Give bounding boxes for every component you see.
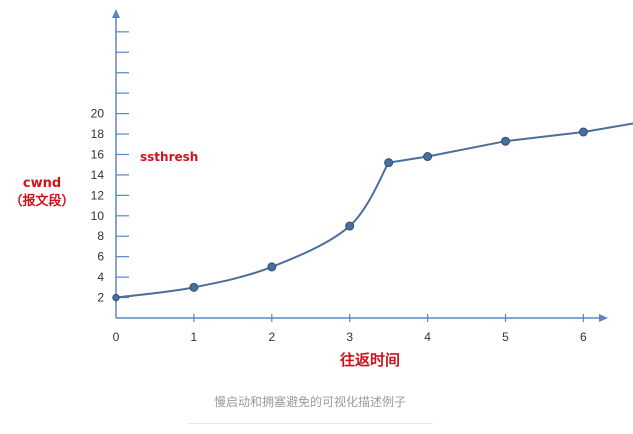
x-axis-label: 往返时间 xyxy=(340,351,400,369)
series-cwnd xyxy=(112,122,633,302)
data-point-4 xyxy=(384,158,394,168)
caption-divider xyxy=(188,423,433,424)
x-axis-arrowhead xyxy=(599,314,608,322)
y-tick-label-18: 18 xyxy=(91,127,105,141)
data-point-6 xyxy=(501,136,510,146)
y-axis-label-line-1: cwnd xyxy=(23,176,61,191)
y-tick-label-20: 20 xyxy=(91,107,105,121)
y-tick-label-12: 12 xyxy=(91,188,105,202)
y-tick-label-6: 6 xyxy=(97,250,104,264)
x-tick-label-1: 1 xyxy=(191,330,198,344)
y-axis-tick-labels: 2 4 6 8 10 12 14 16 18 20 xyxy=(91,107,105,305)
x-tick-label-2: 2 xyxy=(268,330,275,344)
x-axis-tick-labels: 01234567 xyxy=(113,330,587,344)
data-point-5 xyxy=(423,152,433,162)
data-point-7 xyxy=(578,127,588,137)
data-point-3 xyxy=(345,221,355,231)
ssthresh-annotation: ssthresh xyxy=(140,150,198,164)
y-tick-label-8: 8 xyxy=(97,229,104,243)
x-tick-label-3: 3 xyxy=(346,330,353,344)
y-tick-label-10: 10 xyxy=(91,209,105,223)
x-tick-label-5: 5 xyxy=(502,330,509,344)
x-tick-label-0: 0 xyxy=(113,330,120,344)
y-axis-arrowhead xyxy=(112,9,120,18)
y-tick-label-2: 2 xyxy=(97,291,104,305)
data-point-2 xyxy=(267,262,277,272)
x-tick-label-4: 4 xyxy=(424,330,431,344)
series-points xyxy=(112,127,588,302)
y-tick-label-16: 16 xyxy=(91,147,105,161)
series-line xyxy=(115,122,633,299)
data-point-1 xyxy=(189,282,199,292)
y-axis-label-line-2: （报文段） xyxy=(9,193,74,209)
x-tick-label-6: 6 xyxy=(580,330,587,344)
y-tick-label-4: 4 xyxy=(97,270,104,284)
y-axis-ticks xyxy=(116,31,129,299)
data-point-0 xyxy=(112,293,120,302)
y-tick-label-14: 14 xyxy=(91,168,105,182)
x-axis-ticks xyxy=(193,314,585,322)
figure-caption: 慢启动和拥塞避免的可视化描述例子 xyxy=(214,394,406,409)
